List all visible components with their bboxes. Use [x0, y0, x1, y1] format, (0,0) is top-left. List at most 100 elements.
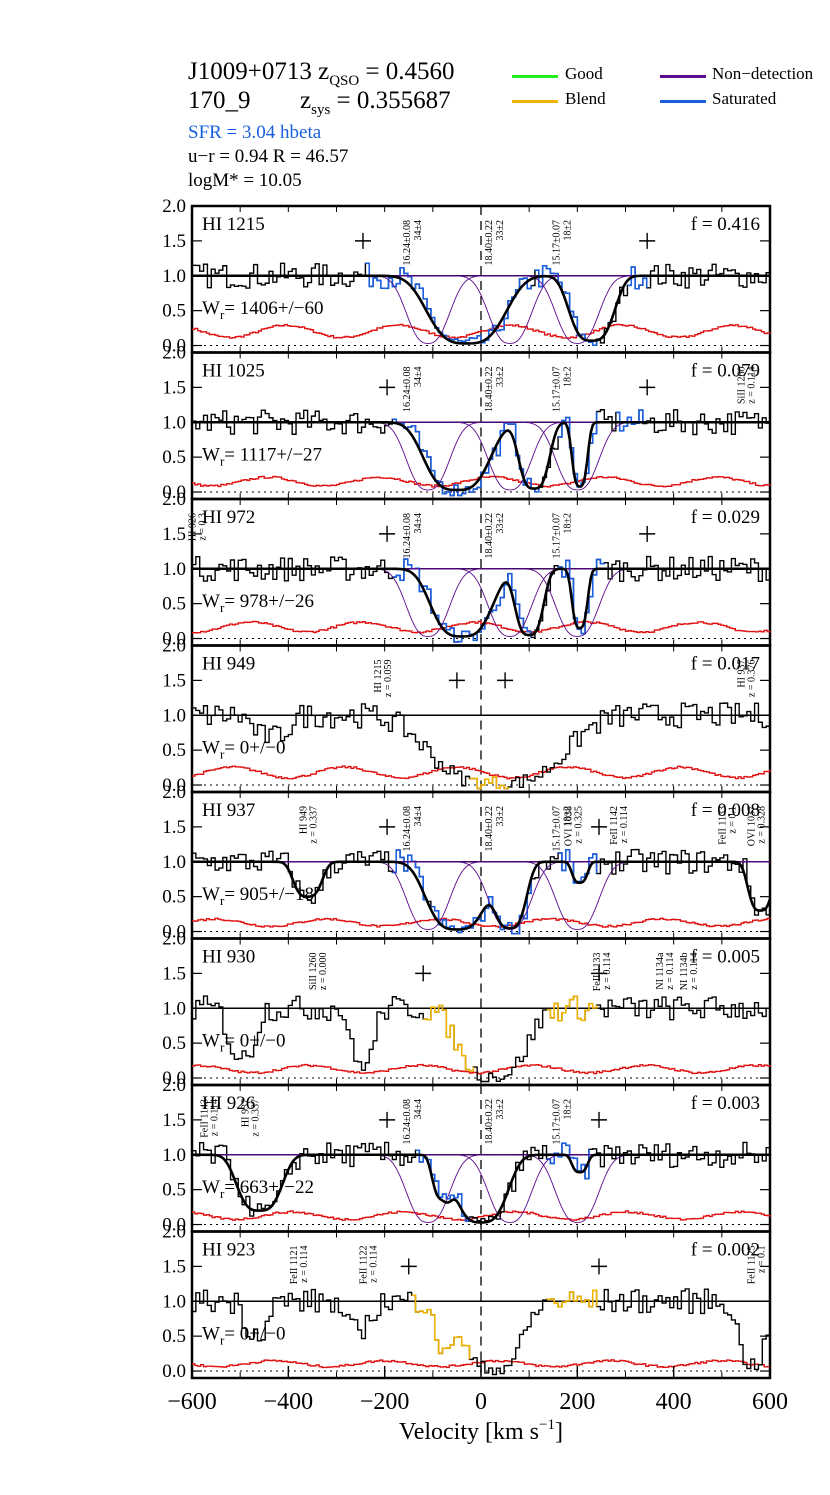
panel-hi-949: 0.0 0.5 1.0 1.5 2.0 HI 1215 z = 0.059 HI 937 z =…	[162, 636, 772, 796]
blend-annotation-z: z = 0.114	[665, 953, 676, 990]
legend-nondet-swatch	[660, 75, 706, 78]
y-tick-label: 1.5	[162, 524, 186, 545]
saturated-segment	[392, 849, 428, 902]
panel-f-value: f = 0.003	[691, 1093, 760, 1114]
component-label: 15.17±0.07	[551, 220, 562, 266]
blend-annotation-z: z = 0.328	[756, 806, 767, 844]
qso-label: J1009+0713 z	[188, 58, 330, 85]
panel-f-value: f = 0.002	[691, 1240, 760, 1261]
legend-nondet-label: Non−detection	[712, 64, 814, 83]
ew-symbol: W	[202, 884, 220, 905]
total-fit	[192, 567, 770, 638]
ew-value: = 905+/−18	[224, 884, 314, 905]
y-tick-label: 0.0	[162, 336, 186, 357]
error-spectrum	[192, 765, 771, 780]
x-tick-label: −200	[360, 1389, 410, 1415]
y-tick-label: 2.0	[162, 929, 186, 950]
component-label-b: 34±4	[413, 806, 424, 827]
panel-equivalent-width: Wr= 0+/−0	[202, 738, 285, 762]
y-tick-label: 1.5	[162, 231, 186, 252]
y-tick-label: 1.0	[162, 998, 186, 1019]
blend-annotation-z: z = 0.114	[210, 1099, 221, 1136]
y-tick-label: 2.0	[162, 782, 186, 803]
qso-title: J1009+0713 zQSO = 0.4560	[188, 58, 455, 90]
panel-line-label: HI 949	[202, 654, 255, 675]
saturated-segment	[546, 1142, 590, 1180]
total-fit	[192, 420, 770, 492]
panel-f-value: f = 0.079	[691, 361, 760, 382]
saturated-segment	[423, 422, 540, 497]
blend-annotation: FeII 1133	[717, 806, 728, 845]
saturated-segment	[558, 558, 606, 635]
blend-annotation-z: z = 0.1	[756, 1246, 767, 1274]
ew-symbol: W	[202, 1177, 220, 1198]
component-label: 16.24±0.08	[402, 1099, 413, 1145]
blend-annotation-z: z = 0.325	[573, 806, 584, 844]
y-tick-label: 0.5	[162, 740, 186, 761]
ew-subscript: r	[220, 600, 225, 615]
sys-value: = 0.355687	[330, 87, 451, 114]
y-tick-label: 0.5	[162, 1180, 186, 1201]
component-label: 15.17±0.07	[551, 806, 562, 852]
total-fit	[192, 860, 772, 931]
saturated-segment	[434, 572, 532, 643]
component-label: 18.40±0.22	[484, 513, 495, 559]
x-axis-title-sup: −1	[539, 1417, 555, 1433]
y-tick-label: 0.0	[162, 629, 186, 650]
y-tick-label: 0.0	[162, 1215, 186, 1236]
saturated-segment	[615, 409, 644, 432]
blend-annotation: HI 949	[298, 806, 309, 834]
error-spectrum	[192, 1210, 771, 1221]
blend-annotation-z: z = 0.114	[299, 1246, 310, 1283]
panels: 0.0 0.5 1.0 1.5 2.0 16.24±0.08 34±4 18.40±0.22 3…	[162, 196, 772, 1382]
y-tick-label: 1.0	[162, 559, 186, 580]
y-tick-label: 2.0	[162, 343, 186, 364]
ew-value: = 0+/−0	[224, 1031, 285, 1052]
ew-value: = 1117+/−27	[224, 445, 322, 466]
component-label-b: 18±2	[562, 1099, 573, 1120]
panel-hi-972: 0.0 0.5 1.0 1.5 2.0 16.24±0.08 34±4 18.40±0.22 3…	[162, 489, 772, 650]
y-tick-label: 2.0	[162, 1075, 186, 1096]
blend-annotation: NI 1134a	[655, 952, 666, 990]
y-tick-label: 2.0	[162, 1222, 186, 1243]
ew-value: = 1406+/−60	[224, 298, 323, 319]
panel-line-label: HI 923	[202, 1240, 255, 1261]
blend-annotation: NI 1134b	[679, 953, 690, 991]
sys-label: z	[300, 87, 312, 114]
panel-hi-930: 0.0 0.5 1.0 1.5 2.0 SiII 1260 z = 0.000 FeII 11…	[162, 929, 772, 1089]
blend-segment	[411, 1294, 471, 1360]
blend-annotation: HI 937	[241, 1099, 252, 1127]
panel-f-value: f = 0.029	[691, 507, 760, 528]
legend-saturated-label: Saturated	[712, 89, 777, 108]
panel-equivalent-width: Wr= 663+/−22	[202, 1177, 314, 1201]
sys-sub: sys	[311, 102, 331, 118]
y-tick-label: 2.0	[162, 636, 186, 657]
ew-symbol: W	[202, 1324, 220, 1345]
panel-equivalent-width: Wr= 1117+/−27	[202, 445, 322, 469]
component-label-b: 18±2	[562, 220, 573, 241]
y-tick-label: 1.5	[162, 670, 186, 691]
blend-annotation-z: z = 0.114	[602, 953, 613, 990]
legend-saturated-swatch	[660, 100, 706, 103]
y-tick-label: 0.5	[162, 887, 186, 908]
ew-subscript: r	[220, 1333, 225, 1348]
y-tick-label: 1.5	[162, 377, 186, 398]
total-fit	[192, 1153, 770, 1224]
x-tick-label: 200	[559, 1389, 595, 1415]
ew-subscript: r	[220, 307, 225, 322]
blend-annotation: FeII 1125	[746, 1246, 757, 1285]
component-label: 15.17±0.07	[551, 1099, 562, 1145]
component-label-b: 34±4	[413, 367, 424, 388]
panel-f-value: f = 0.017	[691, 654, 760, 675]
component-label: 18.40±0.22	[484, 1099, 495, 1145]
component-label-b: 33±2	[495, 806, 506, 827]
blend-annotation: FeII 1122	[359, 1246, 370, 1285]
panel-hi-937: 0.0 0.5 1.0 1.5 2.0 16.24±0.08 34±4 18.40±0.22 3…	[162, 782, 772, 943]
ew-symbol: W	[202, 591, 220, 612]
blend-annotation-z: z = 0.376	[747, 660, 758, 698]
y-tick-label: 2.0	[162, 196, 186, 217]
ew-symbol: W	[202, 1031, 220, 1052]
y-tick-label: 0.5	[162, 301, 186, 322]
